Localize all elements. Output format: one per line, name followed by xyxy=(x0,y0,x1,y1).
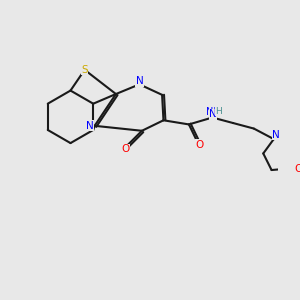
Text: O: O xyxy=(295,164,300,175)
Text: O: O xyxy=(121,144,129,154)
Text: NH: NH xyxy=(206,107,221,117)
Text: H: H xyxy=(215,107,222,116)
Text: N: N xyxy=(272,130,280,140)
Text: S: S xyxy=(81,65,88,75)
Text: N: N xyxy=(209,109,217,119)
Text: N: N xyxy=(86,121,94,131)
Text: N: N xyxy=(136,76,143,86)
Text: O: O xyxy=(195,140,203,150)
